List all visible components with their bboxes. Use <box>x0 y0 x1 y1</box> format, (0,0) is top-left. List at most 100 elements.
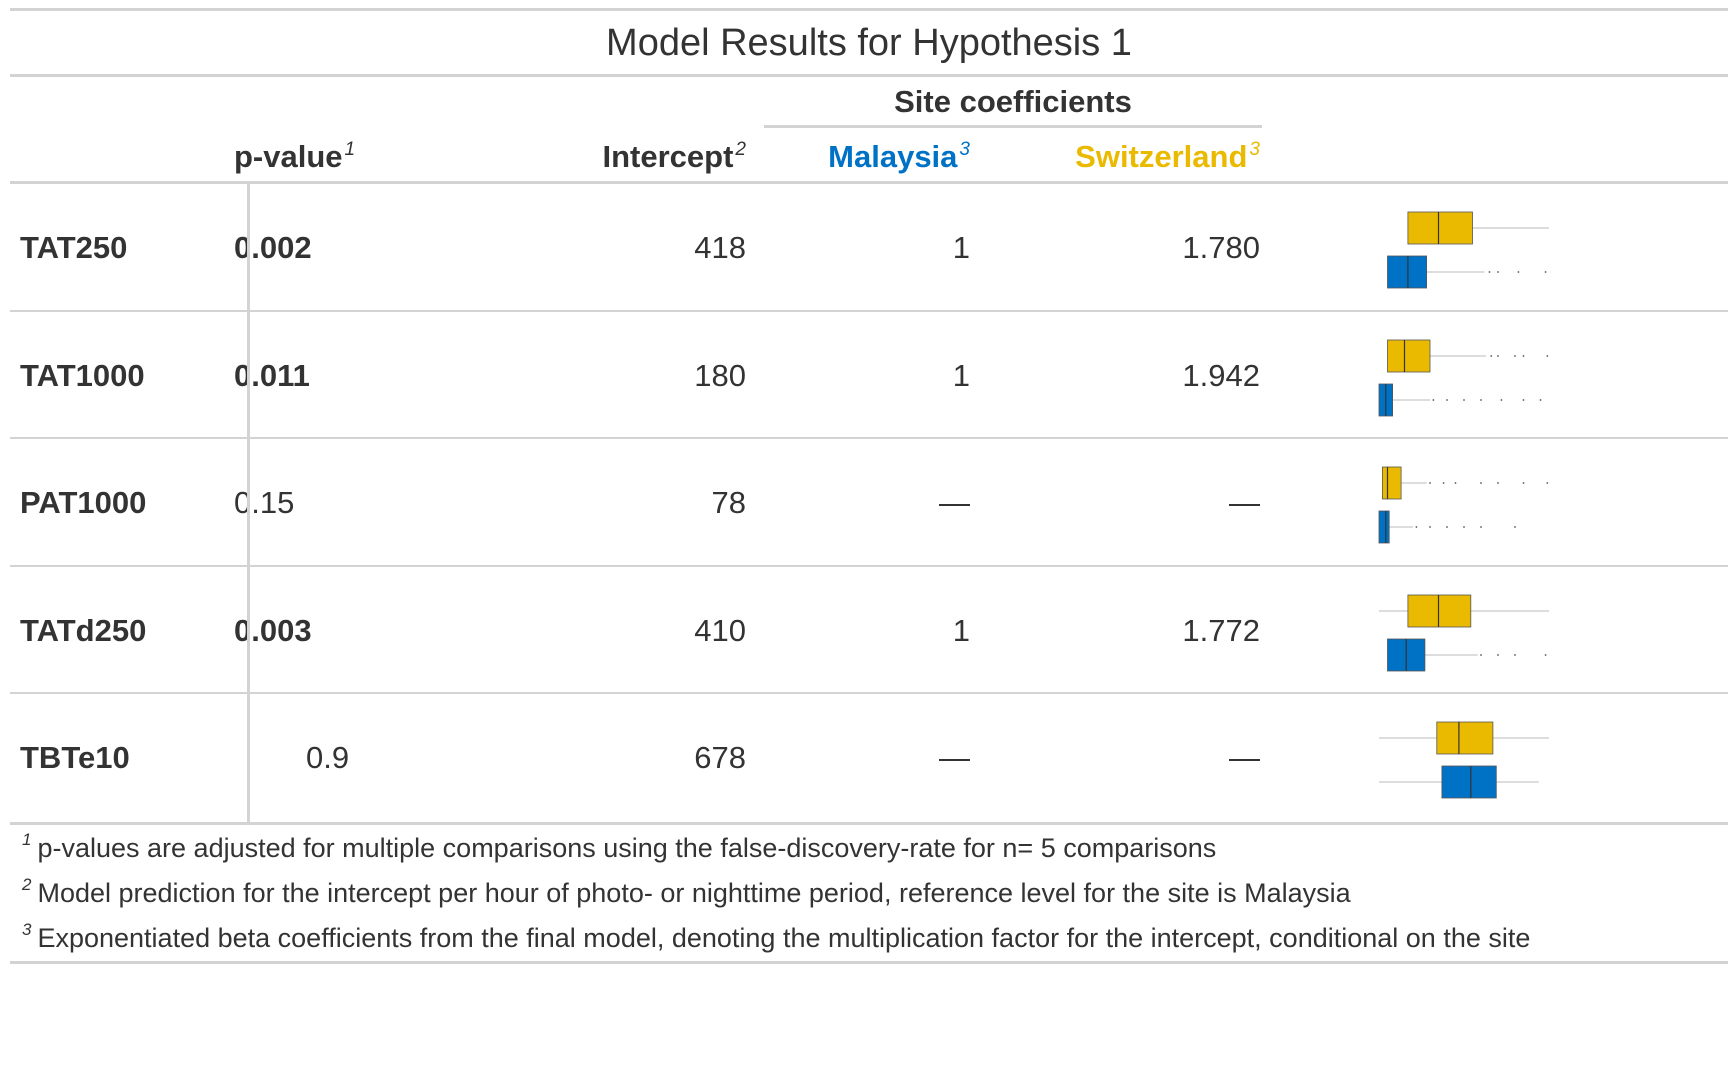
row-separator <box>10 564 1728 567</box>
stub-divider <box>247 184 250 822</box>
iqr-box <box>1382 466 1402 500</box>
col-header-pvalue: p-value 1 <box>234 139 356 174</box>
outlier-point <box>1432 398 1435 401</box>
outlier-point <box>1480 526 1482 529</box>
outlier-point <box>1497 354 1499 357</box>
boxplot-sparkline <box>1379 721 1549 799</box>
row-separator <box>10 309 1728 312</box>
outlier-point <box>1480 653 1482 656</box>
switzerland-cell: 1.772 <box>1182 612 1260 648</box>
iqr-box <box>1407 211 1473 245</box>
iqr-box <box>1378 510 1390 544</box>
outlier-point <box>1517 271 1520 273</box>
box-switzerland <box>1379 594 1549 628</box>
outlier-point <box>1446 398 1448 401</box>
row-label: TAT1000 <box>20 357 145 393</box>
malaysia-cell: 1 <box>952 357 970 393</box>
outlier-point <box>1463 398 1465 401</box>
iqr-box <box>1387 255 1427 289</box>
outlier-point <box>1497 653 1499 656</box>
col-header-malaysia: Malaysia 3 <box>828 139 970 174</box>
outlier-point <box>1446 526 1448 529</box>
table-row: TATd250 0.003 410 1 1.772 <box>10 567 1728 695</box>
intercept-cell: 180 <box>694 357 746 393</box>
table-row: TAT1000 0.011 180 1 1.942 <box>10 312 1728 440</box>
outlier-point <box>1514 653 1516 656</box>
iqr-box <box>1436 721 1494 755</box>
iqr-box <box>1441 765 1497 799</box>
malaysia-cell: — <box>939 485 970 521</box>
body-bottom-rule <box>10 822 1728 825</box>
box-switzerland <box>1382 466 1549 500</box>
outlier-point <box>1454 482 1457 485</box>
boxplot-sparkline <box>1378 339 1549 416</box>
switzerland-cell: — <box>1229 485 1260 521</box>
boxplot-sparkline <box>1387 211 1549 289</box>
intercept-cell: 678 <box>694 740 746 776</box>
row-separator <box>10 692 1728 695</box>
top-rule <box>10 8 1728 11</box>
table-title: Model Results for Hypothesis 1 <box>606 22 1132 64</box>
outlier-point <box>1497 271 1499 273</box>
outlier-point <box>1514 354 1516 357</box>
intercept-cell: 78 <box>711 485 746 521</box>
malaysia-cell: 1 <box>952 612 970 648</box>
footnote-1: 1 p-values are adjusted for multiple comp… <box>22 830 1217 863</box>
outlier-point <box>1490 354 1493 357</box>
outlier-point <box>1480 398 1482 401</box>
outlier-point <box>1463 526 1465 529</box>
footnote-2: 2 Model prediction for the intercept per … <box>22 875 1351 908</box>
iqr-box <box>1407 594 1472 628</box>
outlier-point <box>1429 482 1431 485</box>
outlier-point <box>1522 482 1525 485</box>
table-row: PAT1000 0.15 78 — — <box>10 439 1728 567</box>
box-malaysia <box>1387 255 1547 289</box>
outlier-point <box>1522 354 1525 357</box>
pvalue-cell: 0.011 <box>234 357 310 393</box>
row-label: TBTe10 <box>20 740 130 776</box>
malaysia-cell: 1 <box>952 230 970 265</box>
col-header-intercept: Intercept 2 <box>602 139 747 174</box>
box-switzerland <box>1379 721 1549 755</box>
title-rule <box>10 74 1728 77</box>
outlier-point <box>1480 482 1482 485</box>
col-header-switzerland: Switzerland 3 <box>1075 139 1260 174</box>
switzerland-cell: — <box>1229 740 1260 776</box>
outlier-point <box>1539 398 1542 401</box>
intercept-cell: 410 <box>694 612 746 648</box>
box-malaysia <box>1378 383 1542 416</box>
outlier-point <box>1546 482 1549 485</box>
outlier-point <box>1497 482 1499 485</box>
outlier-point <box>1415 526 1418 529</box>
intercept-cell: 418 <box>694 230 746 265</box>
row-label: PAT1000 <box>20 485 147 521</box>
outlier-point <box>1442 482 1445 485</box>
pvalue-cell: 0.002 <box>234 230 312 265</box>
outlier-point <box>1514 526 1516 529</box>
box-switzerland <box>1407 211 1549 245</box>
outlier-point <box>1546 354 1549 357</box>
box-malaysia <box>1387 638 1547 672</box>
iqr-box <box>1387 339 1431 372</box>
box-malaysia <box>1379 765 1539 799</box>
box-malaysia <box>1378 510 1516 544</box>
table-row: TBTe10 0.9 678 — — <box>10 694 1728 822</box>
outlier-point <box>1544 271 1547 273</box>
box-switzerland <box>1387 339 1549 372</box>
spanner-rule <box>764 125 1262 128</box>
switzerland-cell: 1.942 <box>1182 357 1260 393</box>
pvalue-cell: 0.003 <box>234 612 312 648</box>
outlier-point <box>1429 526 1431 529</box>
outlier-point <box>1488 271 1491 273</box>
pvalue-cell: 0.15 <box>234 485 295 521</box>
outlier-point <box>1522 398 1525 401</box>
outlier-point <box>1500 398 1503 401</box>
bottom-rule <box>10 961 1728 964</box>
switzerland-cell: 1.780 <box>1182 230 1260 265</box>
spanner-site-coefficients: Site coefficients <box>894 84 1132 119</box>
outlier-point <box>1544 653 1547 656</box>
header-rule <box>10 181 1728 184</box>
malaysia-cell: — <box>939 740 970 776</box>
boxplot-sparkline <box>1379 594 1549 672</box>
pvalue-cell: 0.9 <box>306 740 350 776</box>
